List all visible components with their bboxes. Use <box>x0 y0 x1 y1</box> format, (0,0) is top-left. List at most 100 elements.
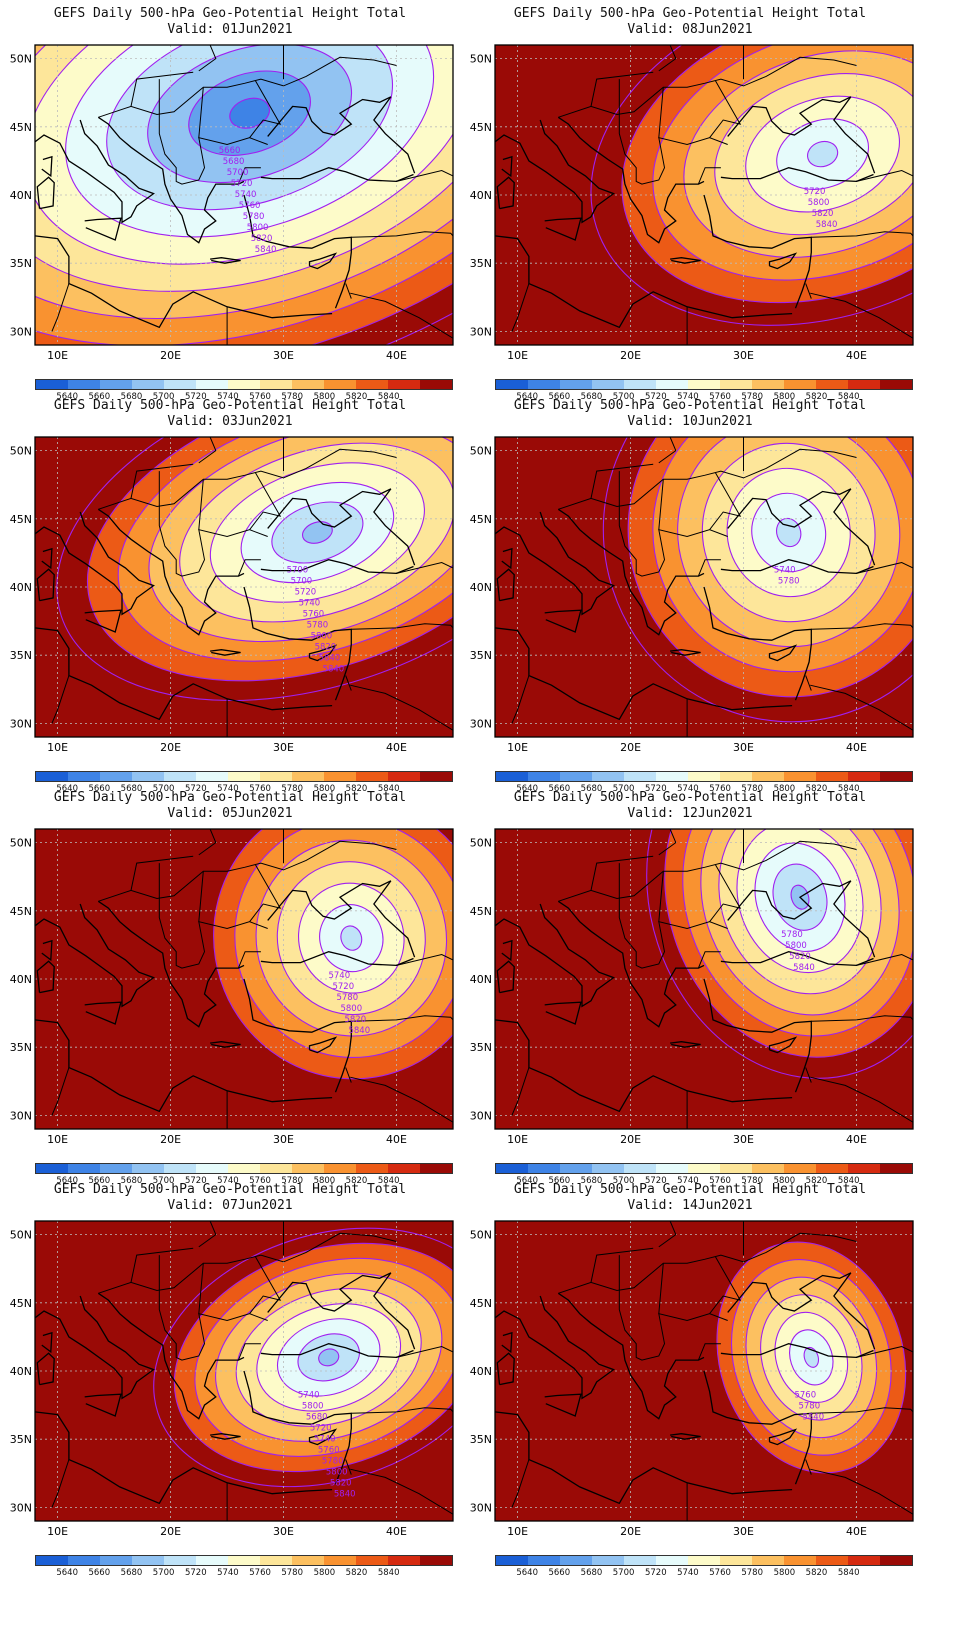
coastline <box>703 1370 812 1485</box>
country-border <box>805 1459 812 1475</box>
panel-title: GEFS Daily 500-hPa Geo-Potential Height … <box>513 790 867 805</box>
coastline <box>833 1272 876 1350</box>
height-contour <box>301 521 333 544</box>
height-contour <box>229 97 270 129</box>
colorbar-label: 5680 <box>580 784 603 794</box>
colorbar-swatch <box>592 380 624 389</box>
colorbar-label: 5680 <box>580 1568 603 1578</box>
colorbar-swatch <box>656 772 688 781</box>
country-border <box>697 167 721 185</box>
colorbar-swatch <box>784 380 816 389</box>
colorbar-swatch <box>720 772 752 781</box>
colorbar-swatch <box>624 1556 656 1565</box>
map-frame <box>34 44 454 346</box>
coastline <box>243 194 352 309</box>
colorbar-swatch <box>560 772 592 781</box>
longitude-tick-label: 20E <box>620 1525 641 1538</box>
colorbar-label: 5660 <box>548 1568 571 1578</box>
coastline <box>495 903 615 1008</box>
colorbar-swatch <box>880 1164 912 1173</box>
colorbar-swatch <box>36 1164 68 1173</box>
coastline <box>260 951 414 967</box>
coastline <box>84 1393 122 1417</box>
panel-valid-date: Valid: 14Jun2021 <box>627 1198 753 1213</box>
colorbar-labels: 5640 5660 5680 5700 5720 5740 5760 5780 5800 5820… <box>35 1176 453 1186</box>
coastline <box>495 1411 793 1505</box>
contour-label: 5820 <box>251 234 273 244</box>
colorbar-label: 5800 <box>313 1568 336 1578</box>
coastline <box>260 167 414 183</box>
country-border <box>811 623 913 630</box>
latitude-tick-label: 50N <box>470 1229 492 1242</box>
coastline <box>768 1428 798 1446</box>
latitude-tick-label: 50N <box>470 445 492 458</box>
colorbar-labels: 5640 5660 5680 5700 5720 5740 5760 5780 5800 5820… <box>495 1568 913 1578</box>
colorbar-label: 5760 <box>709 1176 731 1186</box>
colorbar-swatch <box>228 380 260 389</box>
colorbar-label: 5720 <box>184 392 207 402</box>
latitude-tick-label: 35N <box>10 1041 32 1054</box>
colorbar <box>35 379 453 390</box>
colorbar-label: 5700 <box>612 1568 635 1578</box>
latitude-tick-label: 40N <box>470 973 492 986</box>
latitude-tick-label: 45N <box>470 1297 492 1310</box>
colorbar-label: 5720 <box>644 784 667 794</box>
country-border <box>237 1343 261 1361</box>
coastline <box>557 1292 705 1420</box>
country-border <box>345 1067 352 1083</box>
contour-label: 5800 <box>326 1467 348 1477</box>
colorbar <box>495 379 913 390</box>
contour-label: 5820 <box>330 1478 352 1488</box>
coastline <box>36 1352 55 1386</box>
country-border <box>198 479 204 530</box>
colorbar-label: 5680 <box>580 392 603 402</box>
colorbar-label: 5660 <box>88 392 111 402</box>
colorbar-swatch <box>388 772 420 781</box>
country-border <box>590 463 654 499</box>
coastline <box>495 119 615 224</box>
colorbar-label: 5640 <box>56 1568 79 1578</box>
colorbar-label: 5840 <box>837 784 860 794</box>
contour-label: 5740 <box>314 1434 336 1444</box>
colorbar-swatch <box>592 1164 624 1173</box>
colorbar-label: 5640 <box>56 784 79 794</box>
country-border <box>158 79 268 185</box>
contour-label: 5700 <box>291 577 313 587</box>
colorbar-label: 5840 <box>837 1176 860 1186</box>
colorbar-label: 5820 <box>345 1568 368 1578</box>
country-border <box>658 871 664 922</box>
coastline <box>720 1343 874 1359</box>
contour-label: 5720 <box>295 588 317 598</box>
colorbar-swatch <box>36 772 68 781</box>
colorbar-swatch <box>720 1164 752 1173</box>
country-border <box>350 292 453 339</box>
colorbar-swatch <box>688 380 720 389</box>
coastline <box>501 155 513 178</box>
colorbar <box>35 1163 453 1174</box>
longitude-tick-label: 10E <box>507 741 528 754</box>
contour-label: 5800 <box>302 1401 324 1411</box>
colorbar-swatch <box>880 1556 912 1565</box>
country-border <box>511 675 530 724</box>
coastline <box>557 116 705 244</box>
colorbar-label: 5640 <box>516 1176 539 1186</box>
country-border <box>658 1263 664 1314</box>
country-border <box>249 80 282 139</box>
coastline <box>768 252 798 270</box>
latitude-tick-label: 35N <box>470 1041 492 1054</box>
colorbar-label: 5700 <box>152 392 175 402</box>
longitude-tick-label: 30E <box>733 349 754 362</box>
country-border <box>558 1232 857 1294</box>
colorbar-swatch <box>196 1164 228 1173</box>
map-frame <box>494 44 914 346</box>
colorbar-label: 5740 <box>217 1568 239 1578</box>
longitude-tick-label: 10E <box>47 349 68 362</box>
colorbar-swatch <box>68 1556 100 1565</box>
contour-label: 5720 <box>310 1423 332 1433</box>
latitude-tick-label: 50N <box>10 445 32 458</box>
country-border <box>709 80 742 139</box>
colorbar-swatch <box>624 380 656 389</box>
latitude-tick-label: 45N <box>10 905 32 918</box>
